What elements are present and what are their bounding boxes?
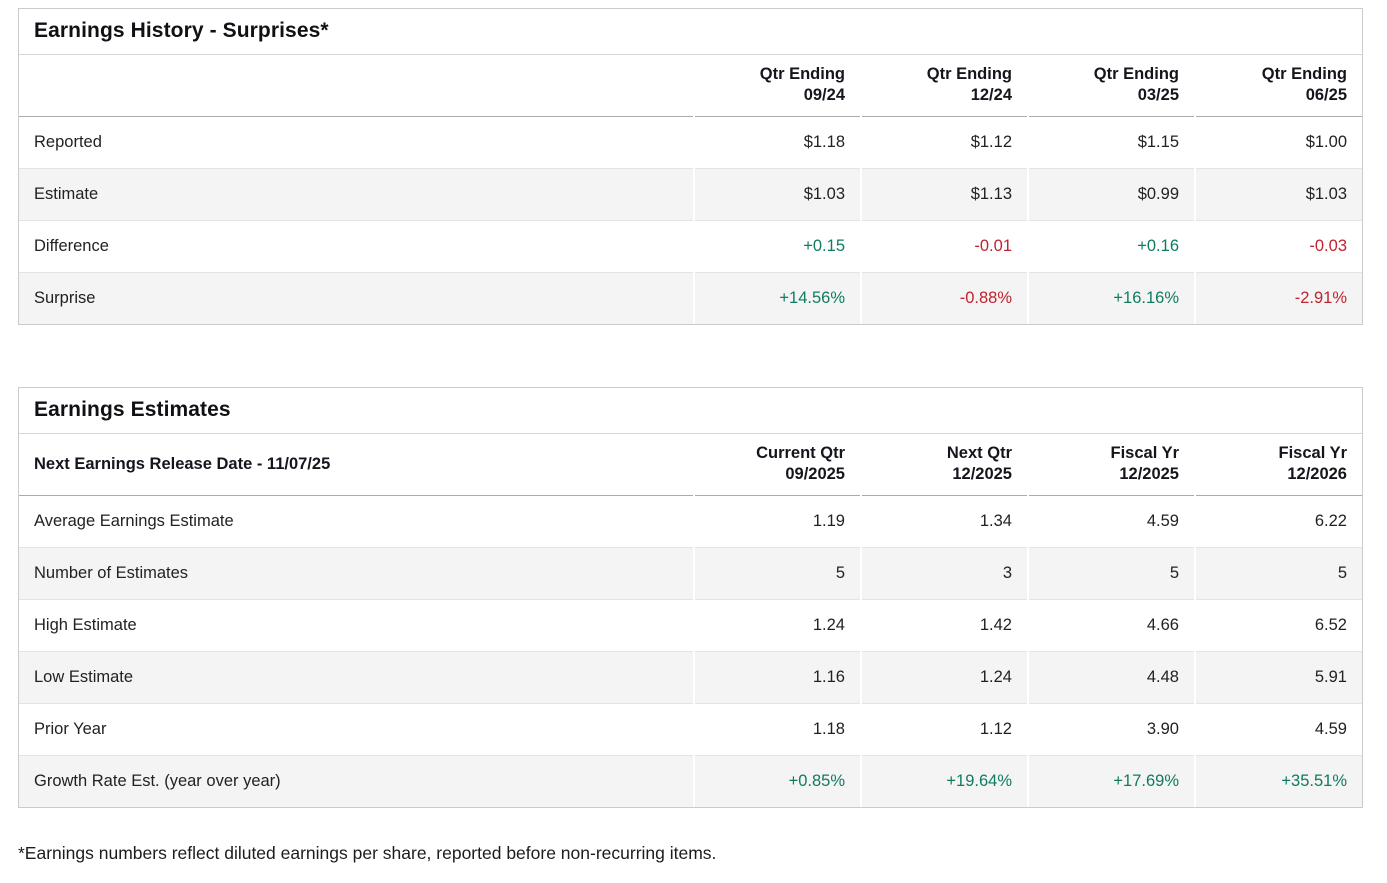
earnings-estimates-table: Next Earnings Release Date - 11/07/25 Cu… xyxy=(19,433,1362,807)
empty-header-cell xyxy=(19,55,694,117)
cell-value: $1.03 xyxy=(1194,167,1362,221)
cell-value: 1.24 xyxy=(693,598,861,652)
cell-value-positive: +0.15 xyxy=(693,219,861,273)
table-row-difference: Difference +0.15 -0.01 +0.16 -0.03 xyxy=(19,219,1362,273)
table-row-estimate: Estimate $1.03 $1.13 $0.99 $1.03 xyxy=(19,167,1362,221)
row-label: Growth Rate Est. (year over year) xyxy=(19,754,694,807)
column-header-qtr-0924: Qtr Ending 09/24 xyxy=(694,55,861,117)
cell-value: $0.99 xyxy=(1027,167,1195,221)
earnings-estimates-title: Earnings Estimates xyxy=(19,388,1362,434)
cell-value: 4.59 xyxy=(1194,702,1362,756)
cell-value: 5 xyxy=(1027,546,1195,600)
cell-value: $1.12 xyxy=(860,116,1028,169)
cell-value-positive: +17.69% xyxy=(1027,754,1195,807)
row-label: Number of Estimates xyxy=(19,546,694,600)
table-row-average-earnings-estimate: Average Earnings Estimate 1.19 1.34 4.59… xyxy=(19,495,1362,548)
cell-value: 4.66 xyxy=(1027,598,1195,652)
table-row-low-estimate: Low Estimate 1.16 1.24 4.48 5.91 xyxy=(19,650,1362,704)
cell-value: 4.48 xyxy=(1027,650,1195,704)
cell-value: 4.59 xyxy=(1027,495,1195,548)
row-label: Prior Year xyxy=(19,702,694,756)
cell-value: 6.22 xyxy=(1194,495,1362,548)
cell-value-negative: -0.03 xyxy=(1194,219,1362,273)
cell-value-negative: -0.01 xyxy=(860,219,1028,273)
earnings-estimates-header-row: Next Earnings Release Date - 11/07/25 Cu… xyxy=(19,433,1362,496)
column-header-fiscal-yr-2026: Fiscal Yr 12/2026 xyxy=(1194,433,1362,496)
cell-value: $1.18 xyxy=(693,116,861,169)
cell-value-positive: +16.16% xyxy=(1027,271,1195,324)
cell-value: $1.13 xyxy=(860,167,1028,221)
cell-value: 5.91 xyxy=(1194,650,1362,704)
cell-value-positive: +14.56% xyxy=(693,271,861,324)
cell-value: 1.24 xyxy=(860,650,1028,704)
cell-value: 5 xyxy=(1194,546,1362,600)
cell-value: 1.16 xyxy=(693,650,861,704)
cell-value: 6.52 xyxy=(1194,598,1362,652)
table-row-high-estimate: High Estimate 1.24 1.42 4.66 6.52 xyxy=(19,598,1362,652)
earnings-estimates-section: Earnings Estimates Next Earnings Release… xyxy=(18,386,1363,808)
row-label: High Estimate xyxy=(19,598,694,652)
row-label: Difference xyxy=(19,219,694,273)
cell-value: $1.00 xyxy=(1194,116,1362,169)
column-header-qtr-0325: Qtr Ending 03/25 xyxy=(1027,55,1195,117)
cell-value-negative: -0.88% xyxy=(860,271,1028,324)
cell-value: 5 xyxy=(693,546,861,600)
column-header-qtr-1224: Qtr Ending 12/24 xyxy=(860,55,1028,117)
cell-value: 3.90 xyxy=(1027,702,1195,756)
table-row-number-of-estimates: Number of Estimates 5 3 5 5 xyxy=(19,546,1362,600)
table-row-reported: Reported $1.18 $1.12 $1.15 $1.00 xyxy=(19,116,1362,169)
cell-value-negative: -2.91% xyxy=(1194,271,1362,324)
cell-value: 1.19 xyxy=(693,495,861,548)
earnings-history-header-row: Qtr Ending 09/24 Qtr Ending 12/24 Qtr En… xyxy=(19,55,1362,117)
earnings-history-title: Earnings History - Surprises* xyxy=(19,9,1362,55)
table-row-growth-rate-est: Growth Rate Est. (year over year) +0.85%… xyxy=(19,754,1362,807)
cell-value: $1.15 xyxy=(1027,116,1195,169)
cell-value: 3 xyxy=(860,546,1028,600)
cell-value-positive: +19.64% xyxy=(860,754,1028,807)
column-header-fiscal-yr-2025: Fiscal Yr 12/2025 xyxy=(1027,433,1195,496)
cell-value-positive: +0.85% xyxy=(693,754,861,807)
column-header-current-qtr: Current Qtr 09/2025 xyxy=(694,433,861,496)
column-header-next-qtr: Next Qtr 12/2025 xyxy=(860,433,1028,496)
cell-value-positive: +35.51% xyxy=(1194,754,1362,807)
row-label: Surprise xyxy=(19,271,694,324)
row-label: Low Estimate xyxy=(19,650,694,704)
cell-value-positive: +0.16 xyxy=(1027,219,1195,273)
row-label: Average Earnings Estimate xyxy=(34,511,234,530)
earnings-footnote: *Earnings numbers reflect diluted earnin… xyxy=(18,842,717,863)
next-earnings-release-date: Next Earnings Release Date - 11/07/25 xyxy=(19,433,694,496)
cell-value: 1.12 xyxy=(860,702,1028,756)
cell-value: 1.42 xyxy=(860,598,1028,652)
earnings-history-table: Qtr Ending 09/24 Qtr Ending 12/24 Qtr En… xyxy=(19,55,1362,324)
cell-value: $1.03 xyxy=(693,167,861,221)
row-label: Estimate xyxy=(19,167,694,221)
table-row-surprise: Surprise +14.56% -0.88% +16.16% -2.91% xyxy=(19,271,1362,324)
row-label: Reported xyxy=(34,132,102,151)
earnings-history-section: Earnings History - Surprises* Qtr Ending… xyxy=(18,8,1363,325)
table-row-prior-year: Prior Year 1.18 1.12 3.90 4.59 xyxy=(19,702,1362,756)
cell-value: 1.18 xyxy=(693,702,861,756)
column-header-qtr-0625: Qtr Ending 06/25 xyxy=(1194,55,1362,117)
cell-value: 1.34 xyxy=(860,495,1028,548)
